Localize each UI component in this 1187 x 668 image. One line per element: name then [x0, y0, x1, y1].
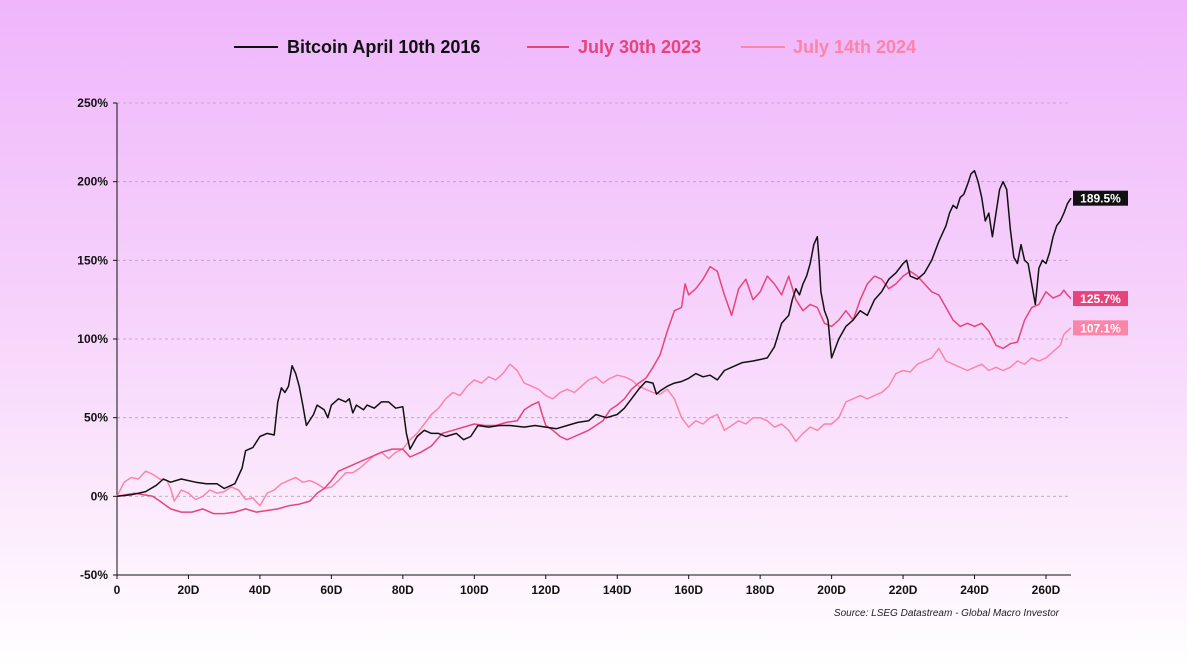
- x-tick-label: 200D: [817, 583, 846, 597]
- x-tick-label: 160D: [674, 583, 703, 597]
- y-tick-label: 200%: [77, 175, 108, 189]
- x-tick-label: 60D: [320, 583, 342, 597]
- end-label-1: 125.7%: [1080, 292, 1121, 306]
- legend: Bitcoin April 10th 2016 July 30th 2023 J…: [234, 37, 916, 57]
- legend-label-bitcoin-2016: Bitcoin April 10th 2016: [287, 37, 480, 57]
- legend-label-july-2024: July 14th 2024: [793, 37, 916, 57]
- series-line-2: [116, 327, 1072, 507]
- x-tick-label: 120D: [531, 583, 560, 597]
- x-tick-label: 240D: [960, 583, 989, 597]
- y-tick-label: 100%: [77, 332, 108, 346]
- x-tick-label: 180D: [746, 583, 775, 597]
- series-line-1: [116, 265, 1072, 515]
- x-tick-label: 20D: [177, 583, 199, 597]
- end-label-2: 107.1%: [1080, 321, 1121, 335]
- x-tick-label: 260D: [1032, 583, 1061, 597]
- axes: -50% 0% 50% 100% 150% 200% 250% 0 20D 40D 60D 80D 10…: [77, 96, 1071, 597]
- y-tick-label: 0%: [91, 489, 109, 503]
- x-tick-label: 100D: [460, 583, 489, 597]
- x-tick-label: 140D: [603, 583, 632, 597]
- x-tick-label: 40D: [249, 583, 271, 597]
- y-tick-label: 50%: [84, 411, 108, 425]
- end-label-box-0: [1073, 190, 1128, 206]
- end-label-box-1: [1073, 291, 1128, 307]
- end-label-0: 189.5%: [1080, 192, 1121, 206]
- series-line-0: [116, 169, 1072, 498]
- x-tick-label: 220D: [889, 583, 918, 597]
- source-note: Source: LSEG Datastream - Global Macro I…: [834, 608, 1060, 619]
- y-tick-label: 150%: [77, 253, 108, 267]
- y-tick-label: -50%: [80, 568, 108, 582]
- legend-label-july-2023: July 30th 2023: [578, 37, 701, 57]
- y-tick-label: 250%: [77, 96, 108, 110]
- x-tick-label: 0: [114, 583, 121, 597]
- end-labels: 189.5% 125.7% 107.1%: [1073, 190, 1128, 336]
- x-tick-label: 80D: [392, 583, 414, 597]
- series-lines: [116, 169, 1072, 515]
- end-label-box-2: [1073, 320, 1128, 336]
